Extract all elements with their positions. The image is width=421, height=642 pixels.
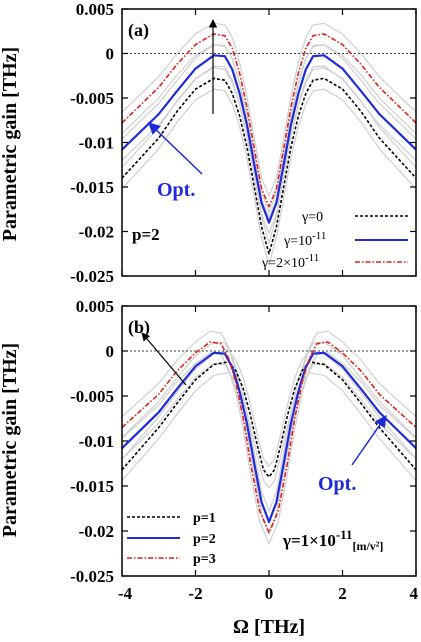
legend-entry-p2: p=2 (193, 532, 216, 547)
series-line-3 (121, 33, 417, 208)
y-tick-label: -0.02 (79, 522, 114, 541)
reference-curve-3-2 (121, 352, 417, 546)
legend-entry-gamma-1e-11-text: γ=10 (283, 234, 312, 249)
panel-b-gamma-exp: -11 (336, 527, 353, 542)
y-tick-label: 0.005 (76, 297, 114, 316)
panel-a-y-axis-label: Parametric gain [THz] (0, 47, 21, 241)
x-axis-label: Ω [THz] (233, 616, 305, 638)
y-tick-label: -0.025 (70, 267, 114, 286)
y-tick-label: -0.025 (70, 567, 114, 586)
legend-entry-p1: p=1 (193, 511, 216, 526)
y-tick-label: -0.005 (70, 387, 114, 406)
panel-b-legend: p=1 p=2 p=3 (127, 511, 216, 567)
y-tick-label: -0.015 (70, 477, 114, 496)
panel-b-x-ticks: -4 -2 0 2 4 (118, 306, 419, 603)
y-tick-label: 0 (106, 342, 115, 361)
panel-a-opt-label: Opt. (157, 179, 195, 201)
x-tick-label: -4 (118, 584, 133, 603)
reference-curve-2-1 (121, 43, 417, 214)
panel-b-y-ticks: 0.005 0 -0.005 -0.01 -0.015 -0.02 -0.025 (70, 297, 416, 586)
reference-curve-1-2 (121, 88, 417, 267)
y-tick-label: -0.01 (79, 432, 114, 451)
x-tick-label: 2 (338, 584, 347, 603)
reference-curve-2-2 (121, 362, 417, 535)
x-tick-label: 4 (410, 584, 419, 603)
legend-entry-gamma-2e-11: γ=2×10-11 (261, 252, 319, 271)
panel-b-label: (b) (128, 317, 150, 338)
panel-a-opt-arrow (148, 122, 203, 175)
legend-entry-gamma-2e-11-text: γ=2×10 (261, 256, 305, 271)
series-line-1 (121, 77, 417, 255)
legend-entry-gamma-2e-11-exp: -11 (305, 252, 319, 264)
panel-a-legend: γ=0 γ=10-11 γ=2×10-11 (261, 210, 408, 271)
panel-a-p-annotation: p=2 (132, 225, 160, 244)
panel-a: 0.005 0 -0.005 -0.01 -0.015 -0.02 -0.025 (a) p… (70, 0, 417, 286)
panel-b-arrow (141, 332, 187, 386)
y-tick-label: -0.01 (79, 134, 114, 153)
legend-entry-p3: p=3 (193, 552, 216, 567)
reference-curve-2-2 (121, 65, 417, 235)
y-tick-label: -0.02 (79, 223, 114, 242)
legend-entry-gamma-0: γ=0 (301, 210, 323, 225)
panel-b-series (121, 341, 417, 534)
x-tick-label: 0 (265, 584, 274, 603)
series-line-2 (121, 54, 417, 224)
panel-b-frame (121, 305, 417, 577)
reference-curve-3-1 (121, 22, 417, 198)
panel-a-label: (a) (128, 20, 149, 41)
series-line-2 (121, 351, 417, 524)
y-tick-label: -0.015 (70, 178, 114, 197)
y-tick-label: -0.005 (70, 89, 114, 108)
panel-a-series (121, 33, 417, 255)
series-line-3 (121, 341, 417, 534)
reference-curve-1-1 (121, 67, 417, 246)
panel-b-gamma-annotation: γ=1×10-11[m/v²] (282, 527, 383, 553)
reference-curve-1-1 (121, 350, 417, 468)
panel-b-gamma-text: γ=1×10 (282, 531, 336, 550)
series-line-1 (121, 360, 417, 478)
panel-a-reference-curves (121, 22, 417, 267)
panel-b-opt-arrow (351, 415, 387, 466)
y-tick-label: 0 (106, 45, 115, 64)
panel-a-y-ticks: 0.005 0 -0.005 -0.01 -0.015 -0.02 -0.025 (70, 0, 416, 286)
panel-b-y-axis-label: Parametric gain [THz] (0, 343, 21, 537)
legend-entry-gamma-1e-11-exp: -11 (312, 230, 326, 242)
panel-b-gamma-unit: [m/v²] (352, 539, 383, 553)
panel-b-reference-curves (121, 330, 417, 546)
reference-curve-2-1 (121, 341, 417, 513)
panel-b-opt-label: Opt. (318, 473, 356, 495)
panel-a-x-ticks (121, 9, 417, 276)
reference-curve-3-1 (121, 330, 417, 524)
legend-entry-gamma-1e-11: γ=10-11 (283, 230, 326, 249)
reference-curve-1-2 (121, 371, 417, 489)
reference-curve-3-2 (121, 43, 417, 219)
y-tick-label: 0.005 (76, 0, 114, 19)
panel-a-frame (121, 8, 417, 277)
x-tick-label: -2 (188, 584, 202, 603)
